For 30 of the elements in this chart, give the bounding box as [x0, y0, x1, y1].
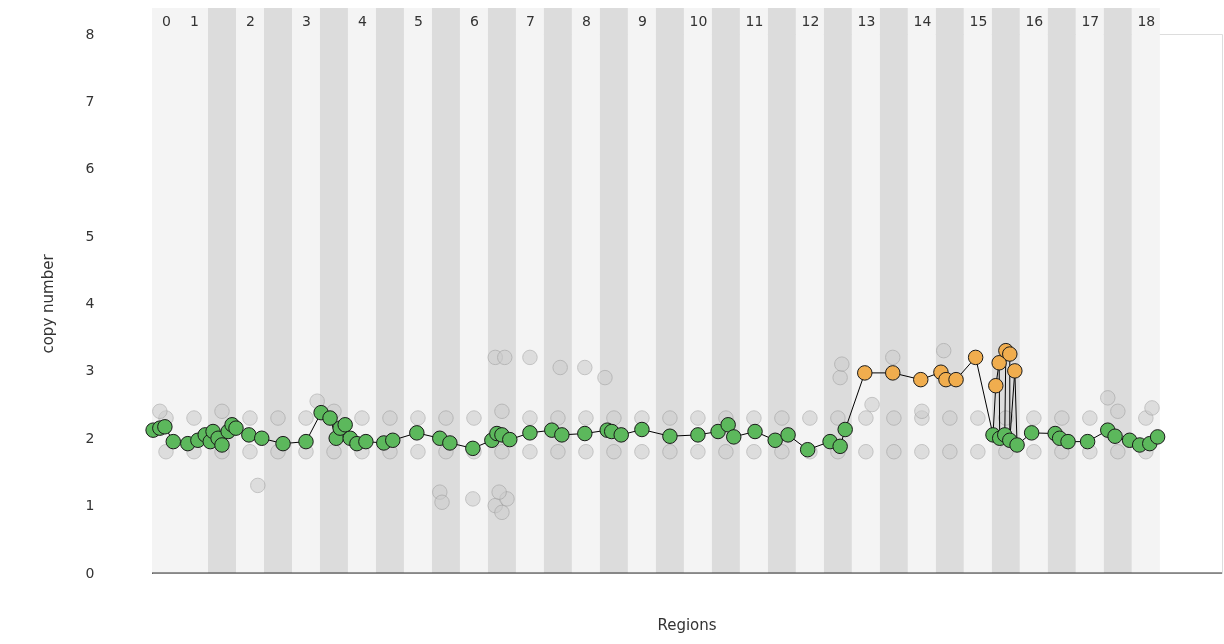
- x-tick-label: 2: [246, 12, 255, 29]
- x-tick-label: 3: [302, 12, 311, 29]
- y-tick-label: 8: [85, 25, 95, 42]
- x-tick-label: 10: [689, 12, 708, 29]
- x-tick-label: 5: [414, 12, 423, 29]
- x-tick-label: 15: [969, 12, 988, 29]
- y-tick-label: 4: [85, 295, 95, 311]
- x-tick-label: 7: [525, 12, 535, 29]
- x-tick-label: 13: [857, 12, 876, 29]
- x-axis-title: Regions: [657, 616, 717, 634]
- x-tick-label: 14: [913, 12, 932, 29]
- y-tick-label: 5: [85, 227, 95, 244]
- x-tick-label: 18: [1137, 12, 1156, 29]
- x-tick-label: 17: [1081, 12, 1100, 29]
- x-tick-label: 16: [1025, 12, 1044, 29]
- x-tick-label: 0: [162, 12, 171, 29]
- x-tick-label: 4: [358, 12, 368, 29]
- y-tick-label: 2: [85, 429, 95, 446]
- x-tick-label: 11: [745, 12, 764, 29]
- x-tick-label: 9: [637, 12, 647, 29]
- y-tick-label: 3: [85, 362, 95, 379]
- x-tick-label: 1: [190, 12, 199, 29]
- y-tick-label: 1: [85, 497, 95, 514]
- x-tick-label: 12: [801, 12, 820, 29]
- y-tick-label: 7: [85, 92, 95, 109]
- x-tick-label: 6: [469, 12, 479, 29]
- y-axis-title: copy number: [38, 253, 57, 354]
- y-tick-label: 0: [85, 564, 95, 581]
- x-tick-label: 8: [581, 12, 591, 29]
- y-tick-label: 6: [85, 160, 95, 177]
